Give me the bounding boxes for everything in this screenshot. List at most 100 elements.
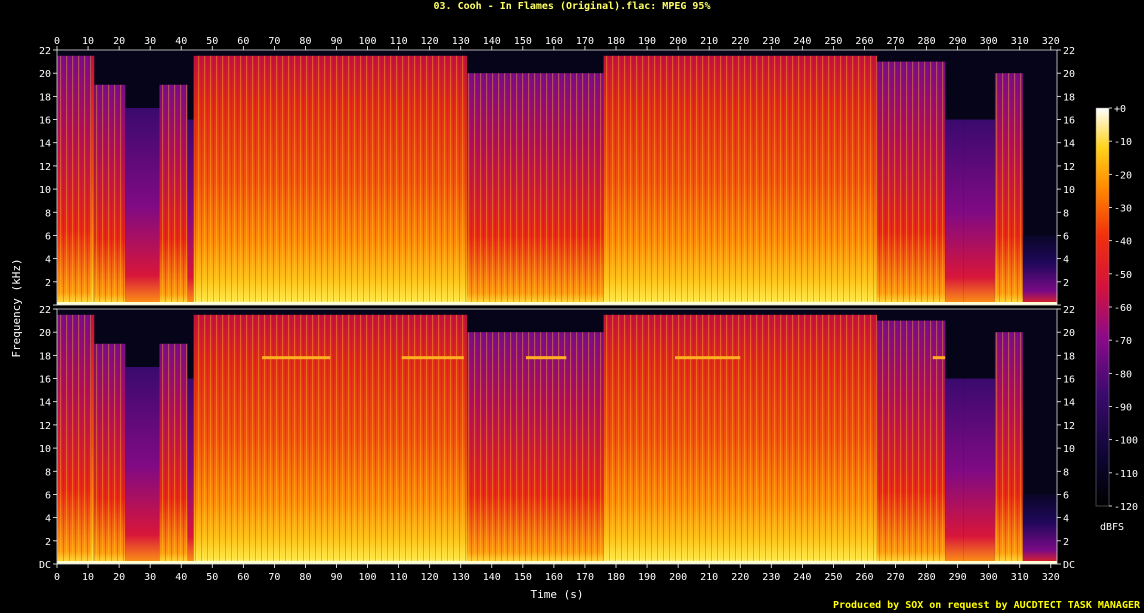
x-tick-label-top: 310 (1011, 36, 1029, 47)
y-tick-label-left: 16 (39, 116, 51, 127)
colorbar-tick-label: -110 (1114, 469, 1138, 480)
y-tick-label-right: DC (1063, 560, 1075, 571)
x-tick-label-top: 220 (731, 36, 749, 47)
y-tick-label-left: 4 (45, 514, 51, 525)
y-tick-label-right: 2 (1063, 537, 1069, 548)
y-tick-label-left: 12 (39, 162, 51, 173)
right-channel-plot (56, 308, 1058, 565)
x-tick-label-bottom: 120 (421, 572, 439, 583)
y-tick-label-right: 22 (1063, 305, 1075, 316)
y-tick-label-right: 16 (1063, 375, 1075, 386)
transient-stripes (94, 84, 126, 305)
x-tick-label-bottom: 10 (82, 572, 94, 583)
energy-segment (187, 378, 194, 564)
x-tick-label-top: 60 (237, 36, 249, 47)
y-tick-label-right: 14 (1063, 139, 1075, 150)
x-tick-label-top: 80 (299, 36, 311, 47)
x-tick-label-top: 130 (452, 36, 470, 47)
x-tick-label-top: 240 (793, 36, 811, 47)
colorbar-tick-label: -80 (1114, 369, 1132, 380)
x-tick-label-top: 320 (1042, 36, 1060, 47)
x-tick-label-top: 40 (175, 36, 187, 47)
y-tick-label-right: 22 (1063, 46, 1075, 57)
y-tick-label-right: 4 (1063, 255, 1069, 266)
transient-stripes (466, 332, 604, 564)
x-tick-label-bottom: 200 (669, 572, 687, 583)
transient-stripes (91, 314, 95, 564)
x-tick-label-top: 300 (980, 36, 998, 47)
colorbar-tick-label: +0 (1114, 104, 1126, 115)
x-tick-label-bottom: 310 (1011, 572, 1029, 583)
x-tick-label-top: 140 (483, 36, 501, 47)
transient-stripes (193, 55, 467, 305)
y-tick-label-right: 10 (1063, 444, 1075, 455)
x-tick-label-bottom: 290 (949, 572, 967, 583)
y-tick-label-right: 8 (1063, 467, 1069, 478)
x-tick-label-bottom: 180 (607, 572, 625, 583)
y-tick-label-left: 18 (39, 351, 51, 362)
x-tick-label-bottom: 140 (483, 572, 501, 583)
x-tick-label-bottom: 0 (54, 572, 60, 583)
y-tick-label-right: 8 (1063, 208, 1069, 219)
y-tick-label-left: 16 (39, 375, 51, 386)
dc-band (57, 561, 1057, 564)
x-tick-label-top: 100 (359, 36, 377, 47)
tone-line (675, 356, 741, 360)
y-tick-label-left: 20 (39, 328, 51, 339)
y-tick-label-left: 6 (45, 231, 51, 242)
tone-line (525, 356, 567, 360)
x-tick-label-top: 50 (206, 36, 218, 47)
x-tick-label-bottom: 260 (855, 572, 873, 583)
x-tick-label-bottom: 90 (330, 572, 342, 583)
colorbar: +0 -10 -20 -30 -40 -50 -60 -70 -80 -90 -100 -110 -12… (1095, 104, 1138, 513)
transient-stripes (57, 55, 92, 305)
y-tick-label-right: 18 (1063, 92, 1075, 103)
transient-stripes (159, 343, 188, 564)
y-tick-label-left: 20 (39, 69, 51, 80)
transient-stripes (159, 84, 188, 305)
tone-line (932, 356, 946, 360)
x-tick-label-bottom: 60 (237, 572, 249, 583)
colorbar-tick-label: -60 (1114, 303, 1132, 314)
colorbar-tick-label: -70 (1114, 336, 1132, 347)
colorbar-tick-label: -10 (1114, 137, 1132, 148)
y-tick-label-left: 22 (39, 46, 51, 57)
x-tick-label-top: 260 (855, 36, 873, 47)
dc-band (57, 302, 1057, 305)
x-tick-label-top: 30 (144, 36, 156, 47)
energy-segment (187, 119, 194, 305)
x-tick-label-top: 210 (700, 36, 718, 47)
x-tick-label-bottom: 160 (545, 572, 563, 583)
y-tick-label-right: 14 (1063, 398, 1075, 409)
colorbar-tick-label: -90 (1114, 403, 1132, 414)
x-tick-label-bottom: 280 (918, 572, 936, 583)
x-tick-label-top: 160 (545, 36, 563, 47)
x-tick-label-bottom: 80 (299, 572, 311, 583)
y-tick-label-right: 16 (1063, 116, 1075, 127)
x-tick-label-top: 120 (421, 36, 439, 47)
x-tick-label-bottom: 300 (980, 572, 998, 583)
y-tick-label-right: 18 (1063, 351, 1075, 362)
y-tick-label-right: 12 (1063, 421, 1075, 432)
x-tick-label-bottom: 250 (824, 572, 842, 583)
x-tick-label-bottom: 30 (144, 572, 156, 583)
energy-segment (125, 107, 160, 305)
x-tick-label-bottom: 270 (886, 572, 904, 583)
x-tick-label-top: 0 (54, 36, 60, 47)
colorbar-tick-label: -20 (1114, 170, 1132, 181)
x-tick-label-bottom: 170 (576, 572, 594, 583)
y-tick-label-right: 20 (1063, 69, 1075, 80)
x-tick-label-top: 70 (268, 36, 280, 47)
x-tick-label-bottom: 230 (762, 572, 780, 583)
x-tick-label-top: 230 (762, 36, 780, 47)
colorbar-gradient (1095, 107, 1110, 507)
footer-credit: Produced by SOX on request by AUCDTECT T… (832, 600, 1140, 611)
x-tick-label-bottom: 190 (638, 572, 656, 583)
x-tick-label-top: 270 (886, 36, 904, 47)
colorbar-tick-label: -50 (1114, 270, 1132, 281)
x-tick-label-top: 110 (390, 36, 408, 47)
y-tick-label-right: 4 (1063, 514, 1069, 525)
transient-stripes (57, 314, 92, 564)
x-tick-label-bottom: 220 (731, 572, 749, 583)
transient-stripes (94, 343, 126, 564)
